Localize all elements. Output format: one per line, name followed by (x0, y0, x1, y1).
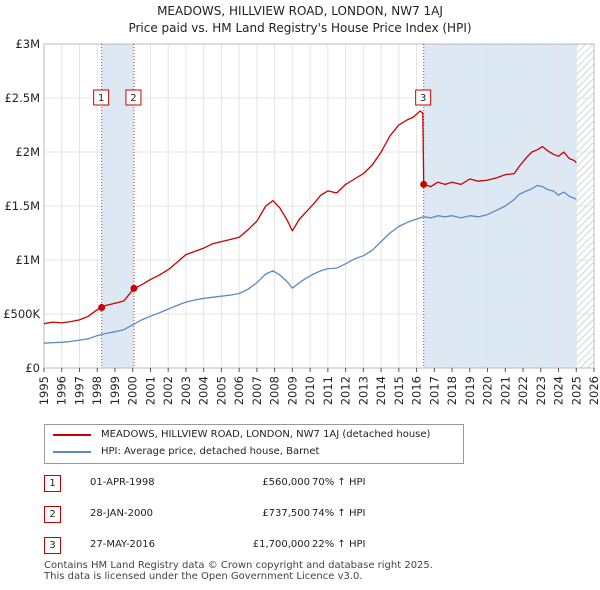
x-tick-label: 2023 (534, 376, 548, 405)
y-tick-label: £2M (15, 145, 40, 159)
legend-swatch-property (53, 433, 91, 436)
x-tick-label: 2004 (197, 376, 211, 405)
transaction-hpi: 74% ↑ HPI (312, 508, 366, 519)
y-tick-label: £1M (15, 253, 40, 267)
legend-swatch-hpi (53, 450, 91, 453)
x-tick-label: 2007 (250, 376, 264, 405)
transaction-price: £737,500 (262, 508, 310, 519)
transaction-price: £1,700,000 (252, 539, 310, 550)
x-tick-label: 2014 (374, 376, 388, 405)
transaction-number: 2 (44, 506, 61, 523)
hpi-line (43, 184, 577, 344)
chart-subtitle: Price paid vs. HM Land Registry's House … (128, 21, 471, 35)
x-tick-label: 2020 (481, 376, 495, 405)
transaction-row: 2 28-JAN-2000 £737,500 74% ↑ HPI (44, 506, 464, 523)
transaction-date: 27-MAY-2016 (90, 539, 156, 550)
sale-marker (98, 304, 106, 312)
legend-item-property: MEADOWS, HILLVIEW ROAD, LONDON, NW7 1AJ … (53, 429, 430, 440)
x-tick-label: 2017 (427, 376, 441, 405)
x-tick-label: 2003 (179, 376, 193, 405)
x-tick-label: 1999 (108, 376, 122, 405)
sale-marker (420, 180, 428, 188)
marker-label-box (415, 89, 432, 106)
chart-title: MEADOWS, HILLVIEW ROAD, LONDON, NW7 1AJ (157, 4, 443, 18)
transaction-date: 28-JAN-2000 (90, 508, 154, 519)
x-tick-label: 2010 (303, 376, 317, 405)
footer-licence: This data is licensed under the Open Gov… (44, 571, 363, 582)
legend-label-property: MEADOWS, HILLVIEW ROAD, LONDON, NW7 1AJ … (101, 429, 431, 440)
x-tick-label: 2025 (569, 376, 583, 405)
x-tick-label: 2019 (463, 376, 477, 405)
transaction-row: 3 27-MAY-2016 £1,700,000 22% ↑ HPI (44, 537, 464, 554)
x-tick-label: 2015 (392, 376, 406, 405)
transaction-hpi: 22% ↑ HPI (312, 539, 366, 550)
y-tick-label: £1.5M (4, 199, 40, 213)
x-tick-label: 2012 (339, 376, 353, 405)
x-tick-label: 1996 (55, 376, 69, 405)
x-tick-label: 2024 (552, 376, 566, 405)
plot-frame (43, 43, 595, 369)
transaction-hpi: 70% ↑ HPI (312, 477, 366, 488)
marker-label-box (93, 89, 110, 106)
x-tick-label: 2001 (143, 376, 157, 405)
x-tick-label: 1998 (90, 376, 104, 405)
marker-label-box (125, 89, 142, 106)
x-tick-label: 2021 (498, 376, 512, 405)
y-tick-label: £500K (3, 307, 40, 321)
legend: MEADOWS, HILLVIEW ROAD, LONDON, NW7 1AJ … (44, 424, 464, 464)
y-tick-label: £2.5M (4, 91, 40, 105)
x-tick-label: 1995 (37, 376, 51, 405)
transaction-number: 3 (44, 537, 61, 554)
legend-label-hpi: HPI: Average price, detached house, Barn… (101, 446, 320, 457)
legend-item-hpi: HPI: Average price, detached house, Barn… (53, 446, 319, 457)
x-tick-label: 2022 (516, 376, 530, 405)
marker-label: 1 (98, 93, 104, 104)
plot-area: £0 £500K £1M £1.5M £2M £2.5M £3M 1995 1996 1997 19… (3, 37, 600, 405)
x-tick-label: 2009 (285, 376, 299, 405)
x-tick-label: 2006 (232, 376, 246, 405)
x-tick-label: 1997 (72, 376, 86, 405)
transaction-date: 01-APR-1998 (90, 477, 155, 488)
footer-copyright: Contains HM Land Registry data © Crown c… (44, 560, 433, 571)
x-tick-label: 2026 (587, 376, 600, 405)
x-tick-label: 2018 (445, 376, 459, 405)
transaction-number: 1 (44, 475, 61, 492)
x-tick-label: 2002 (161, 376, 175, 405)
x-tick-label: 2011 (321, 376, 335, 405)
x-tick-label: 2016 (410, 376, 424, 405)
marker-label: 2 (130, 93, 136, 104)
x-tick-label: 2008 (268, 376, 282, 405)
y-tick-label: £0 (25, 361, 40, 375)
property-price-line (43, 110, 577, 325)
transaction-price: £560,000 (262, 477, 310, 488)
x-tick-label: 2000 (126, 376, 140, 405)
x-tick-label: 2005 (214, 376, 228, 405)
sale-marker (130, 284, 138, 292)
footer: Contains HM Land Registry data © Crown c… (44, 560, 433, 582)
price-chart: MEADOWS, HILLVIEW ROAD, LONDON, NW7 1AJ … (3, 4, 600, 405)
y-tick-label: £3M (15, 37, 40, 51)
x-tick-label: 2013 (356, 376, 370, 405)
marker-label: 3 (420, 93, 426, 104)
transaction-row: 1 01-APR-1998 £560,000 70% ↑ HPI (44, 475, 464, 492)
